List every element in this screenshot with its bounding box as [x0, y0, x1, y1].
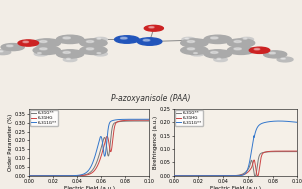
Ellipse shape — [34, 52, 48, 56]
Ellipse shape — [204, 35, 231, 43]
Ellipse shape — [0, 50, 11, 55]
Ellipse shape — [80, 39, 107, 47]
Ellipse shape — [56, 35, 84, 43]
Ellipse shape — [97, 53, 101, 54]
X-axis label: Electric Field (a.u.): Electric Field (a.u.) — [210, 186, 261, 189]
Ellipse shape — [240, 37, 253, 42]
Ellipse shape — [33, 46, 60, 54]
Ellipse shape — [191, 52, 204, 56]
Ellipse shape — [181, 46, 208, 54]
Ellipse shape — [185, 38, 189, 39]
Ellipse shape — [0, 51, 3, 52]
Y-axis label: Birefringence (a.u.): Birefringence (a.u.) — [153, 116, 158, 169]
Ellipse shape — [63, 57, 77, 62]
Ellipse shape — [217, 58, 221, 59]
Ellipse shape — [40, 48, 47, 50]
Ellipse shape — [86, 48, 94, 50]
Ellipse shape — [86, 41, 94, 43]
Ellipse shape — [18, 40, 39, 46]
Ellipse shape — [281, 58, 285, 59]
Ellipse shape — [63, 37, 70, 39]
Ellipse shape — [182, 37, 195, 42]
Ellipse shape — [210, 37, 218, 39]
Ellipse shape — [114, 36, 139, 43]
Ellipse shape — [204, 50, 231, 58]
Ellipse shape — [234, 48, 241, 50]
Ellipse shape — [56, 50, 84, 58]
Ellipse shape — [194, 53, 197, 54]
Ellipse shape — [214, 57, 227, 62]
Ellipse shape — [243, 38, 247, 39]
Ellipse shape — [33, 39, 60, 47]
Ellipse shape — [137, 38, 162, 45]
Ellipse shape — [227, 46, 255, 54]
Y-axis label: Order Parameter (%): Order Parameter (%) — [8, 114, 13, 171]
Ellipse shape — [249, 47, 270, 53]
Ellipse shape — [254, 48, 260, 50]
Ellipse shape — [37, 53, 41, 54]
Ellipse shape — [269, 52, 275, 54]
Ellipse shape — [7, 45, 13, 47]
Ellipse shape — [40, 41, 47, 43]
Text: P-azoxyanisole (PAA): P-azoxyanisole (PAA) — [111, 94, 191, 103]
Ellipse shape — [264, 51, 287, 58]
Ellipse shape — [63, 51, 70, 53]
Ellipse shape — [210, 51, 218, 53]
Ellipse shape — [187, 41, 194, 43]
Ellipse shape — [227, 39, 255, 47]
Ellipse shape — [94, 52, 107, 56]
Ellipse shape — [80, 46, 107, 54]
Ellipse shape — [181, 39, 208, 47]
Ellipse shape — [1, 43, 24, 51]
Ellipse shape — [23, 41, 28, 43]
Ellipse shape — [143, 39, 150, 41]
Ellipse shape — [277, 57, 293, 62]
Ellipse shape — [234, 41, 241, 43]
Legend: 6-31G**, 6-31HG, 6-311G**: 6-31G**, 6-31HG, 6-311G** — [175, 110, 203, 126]
Ellipse shape — [187, 48, 194, 50]
Ellipse shape — [149, 26, 154, 28]
Ellipse shape — [97, 38, 101, 39]
Ellipse shape — [120, 37, 127, 39]
Ellipse shape — [144, 25, 163, 31]
Ellipse shape — [66, 58, 70, 59]
Legend: 6-31G**, 6-31HG, 6-311G**: 6-31G**, 6-31HG, 6-311G** — [30, 110, 58, 126]
Ellipse shape — [94, 37, 107, 42]
X-axis label: Electric Field (a.u.): Electric Field (a.u.) — [64, 186, 114, 189]
